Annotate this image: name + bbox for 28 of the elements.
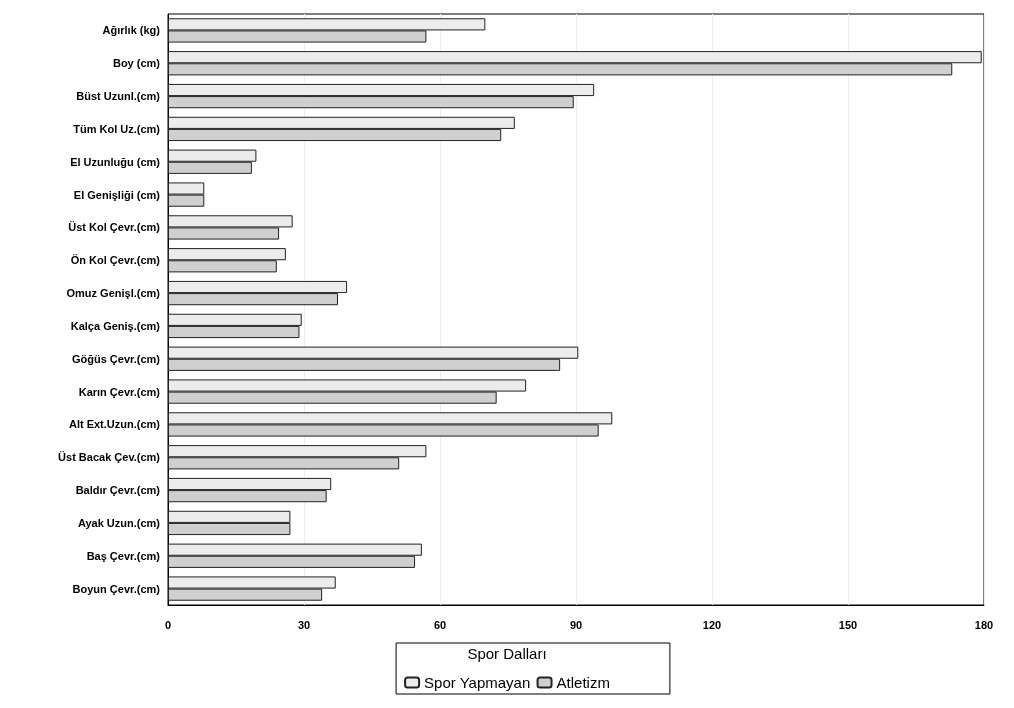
y-tick-label: Ağırlık (kg) [102, 24, 161, 37]
y-tick-label: Ayak Uzun.(cm) [77, 516, 161, 529]
y-tick-label: Boyun Çevr.(cm) [72, 582, 161, 595]
y-tick-label: Boy (cm) [112, 57, 161, 70]
y-tick-label: Kalça Geniş.(cm) [70, 319, 161, 332]
legend-label: Atletizm [556, 674, 610, 691]
y-tick-label: Üst Kol Çevr.(cm) [68, 221, 161, 234]
y-tick-label: Tüm Kol Uz.(cm) [73, 122, 161, 135]
y-tick-label: Büst Uzunl.(cm) [76, 90, 161, 103]
y-tick-label: Göğüs Çevr.(cm) [71, 352, 161, 365]
y-tick-label: El Uzunluğu (cm) [70, 155, 161, 168]
y-tick-label: Omuz Genişl.(cm) [66, 287, 161, 300]
y-tick-label: Baldır Çevr.(cm) [75, 484, 161, 497]
x-tick-label: 30 [297, 618, 311, 631]
y-tick-label: Üst Bacak Çev.(cm) [58, 451, 161, 464]
y-tick-label: Baş Çevr.(cm) [86, 549, 161, 562]
x-tick-label: 0 [164, 618, 172, 631]
x-tick-label: 90 [569, 618, 583, 631]
x-tick-label: 60 [433, 618, 447, 631]
y-tick-label: Karın Çevr.(cm) [78, 385, 161, 398]
y-tick-label: El Genişliği (cm) [73, 188, 161, 201]
x-tick-label: 120 [702, 618, 722, 631]
y-tick-label: Alt Ext.Uzun.(cm) [68, 418, 161, 431]
x-tick-label: 180 [974, 618, 994, 631]
legend-title: Spor Dalları [467, 645, 547, 662]
y-tick-label: Ön Kol Çevr.(cm) [70, 254, 161, 267]
x-tick-label: 150 [838, 618, 858, 631]
legend-label: Spor Yapmayan [424, 674, 531, 691]
